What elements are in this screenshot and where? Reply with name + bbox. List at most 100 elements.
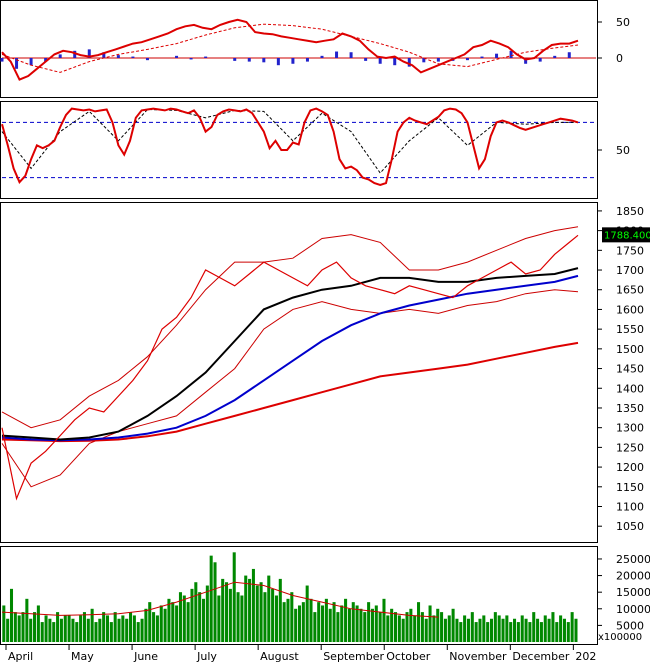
volume-bar <box>562 618 566 642</box>
volume-bar <box>286 598 290 642</box>
volume-bar <box>236 592 240 642</box>
macd-histogram-bar <box>524 58 528 64</box>
y-tick-label: 1200 <box>616 461 644 474</box>
y-tick-label: 1150 <box>616 481 644 494</box>
volume-bar <box>217 595 221 642</box>
y-tick-label: 1750 <box>616 244 644 257</box>
volume-bar <box>539 622 543 642</box>
volume-bar <box>121 615 125 642</box>
macd-histogram-bar <box>15 58 19 69</box>
y-tick-label: 1600 <box>616 303 644 316</box>
panel-frames <box>0 0 598 645</box>
volume-bar <box>201 598 206 642</box>
volume-bar <box>175 605 179 642</box>
volume-bar <box>497 615 501 642</box>
x-tick-label: July <box>196 650 217 663</box>
volume-bar <box>33 612 37 642</box>
macd-histogram-bar <box>276 58 280 66</box>
volume-bar <box>9 588 14 642</box>
macd-histogram-bar <box>509 50 513 58</box>
y-tick-label: 1350 <box>616 402 644 415</box>
macd-histogram-bar <box>553 55 557 58</box>
volume-bar <box>401 618 405 642</box>
macd-histogram-bar <box>131 56 135 58</box>
macd-histogram-bar <box>495 53 499 58</box>
macd-histogram-bar <box>567 52 571 58</box>
price-bollinger-lower-line <box>1 289 579 488</box>
volume-bar <box>132 615 136 642</box>
volume-bar <box>221 578 225 642</box>
volume-bar <box>94 622 98 642</box>
volume-bar <box>82 612 86 642</box>
volume-bar <box>532 612 536 642</box>
volume-bar <box>382 598 386 642</box>
volume-bar <box>536 618 540 642</box>
macd-histogram-bar <box>320 55 324 58</box>
volume-bar <box>351 602 355 642</box>
y-tick-label: 50 <box>616 16 630 29</box>
volume-bar <box>447 615 451 642</box>
volume-bar <box>374 605 378 642</box>
volume-bar <box>413 615 417 642</box>
y-tick-label: 0 <box>616 52 623 65</box>
volume-bar <box>355 605 359 642</box>
price-ma-black-line <box>1 267 579 441</box>
macd-panel: 50 0 <box>0 16 630 81</box>
volume-bar <box>478 618 482 642</box>
macd-histogram-bar <box>364 58 368 61</box>
volume-bar <box>21 612 25 642</box>
volume-bar <box>336 612 340 642</box>
volume-bar <box>13 612 17 642</box>
volume-bar <box>117 618 121 642</box>
y-tick-label: 1650 <box>616 284 644 297</box>
volume-bar <box>489 618 494 642</box>
volume-bar <box>225 582 229 642</box>
macd-histogram-bar <box>29 58 33 66</box>
macd-line <box>1 18 579 81</box>
x-tick-label: October <box>386 650 430 663</box>
macd-histogram-bar <box>145 58 149 61</box>
macd-histogram-bar <box>305 58 309 62</box>
volume-bar <box>390 608 394 642</box>
volume-bar <box>63 615 67 642</box>
price-panel: 1850180017501700165016001550150014501400… <box>1 205 650 533</box>
stochastic-panel-frame <box>0 101 598 199</box>
x-tick-label: April <box>8 650 33 663</box>
volume-bar <box>129 612 133 642</box>
x-tick-label: August <box>260 650 299 663</box>
volume-bar <box>559 615 563 642</box>
y-tick-label: 50 <box>616 144 630 157</box>
macd-histogram-bar <box>422 58 426 63</box>
volume-bar <box>555 622 559 642</box>
volume-bar <box>263 592 267 642</box>
macd-histogram-bar <box>73 50 77 58</box>
macd-histogram-bar <box>465 58 469 61</box>
volume-bar <box>79 615 83 642</box>
volume-bar <box>25 598 29 642</box>
volume-bar <box>440 612 444 642</box>
volume-bar <box>524 618 528 642</box>
volume-bar <box>259 582 263 642</box>
volume-bar <box>520 615 524 642</box>
volume-bar <box>205 585 209 642</box>
stochastic-d-line <box>1 108 578 174</box>
y-tick-label: 1850 <box>616 205 644 218</box>
volume-bar <box>367 602 371 642</box>
volume-bar <box>136 622 140 642</box>
volume-panel-frame <box>0 546 598 645</box>
volume-bar <box>470 612 474 642</box>
volume-bar <box>228 588 232 642</box>
volume-bar <box>455 618 459 642</box>
macd-histogram-bar <box>393 58 397 66</box>
volume-bar <box>282 602 286 642</box>
volume-bar <box>44 615 48 642</box>
volume-bar <box>528 622 532 642</box>
x-tick-label: June <box>133 650 158 663</box>
y-tick-label: 15000 <box>616 586 650 599</box>
volume-bar <box>159 605 163 642</box>
x-tick-label: September <box>323 650 384 663</box>
volume-bar <box>359 608 363 642</box>
volume-bar <box>140 618 144 642</box>
macd-histogram-bar <box>436 58 440 62</box>
